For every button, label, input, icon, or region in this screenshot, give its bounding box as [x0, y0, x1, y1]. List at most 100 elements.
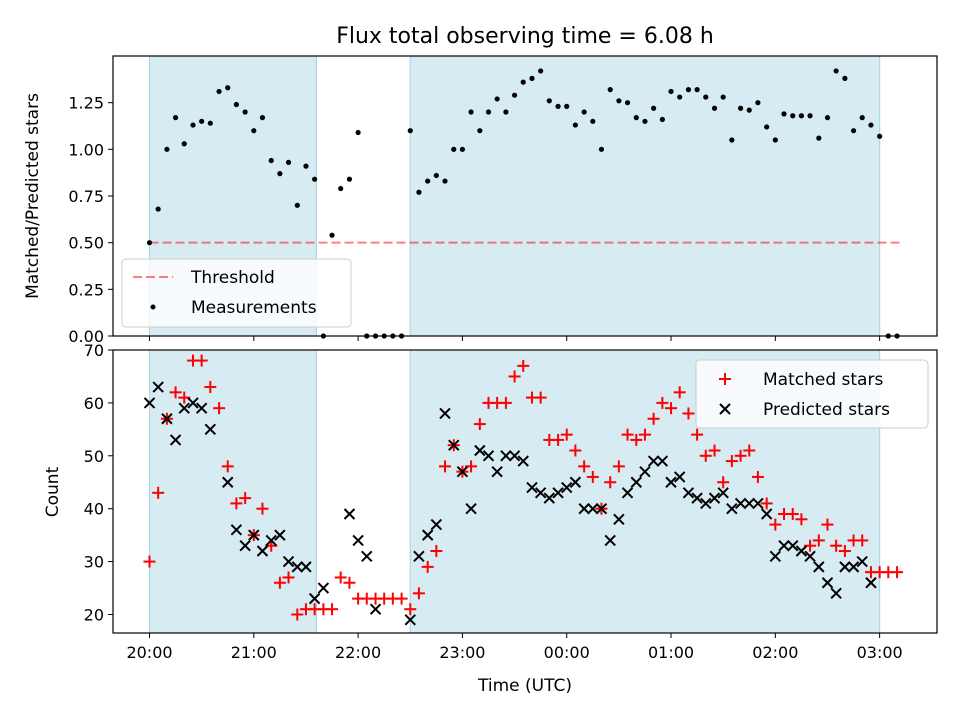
predicted-star-marker	[682, 487, 695, 499]
measurement-point	[459, 146, 466, 152]
predicted-star-marker	[647, 455, 660, 467]
predicted-marker-stroke	[673, 471, 686, 483]
matched-star-marker	[856, 534, 869, 547]
predicted-star-marker	[665, 476, 677, 488]
predicted-star-marker	[343, 508, 356, 520]
matched-stars-markers	[143, 354, 904, 621]
predicted-star-marker	[821, 577, 834, 589]
bottom-y-ticks: 20 30 40 50 60 70	[84, 341, 113, 624]
matched-star-marker	[239, 492, 252, 505]
predicted-marker-stroke	[561, 481, 573, 494]
predicted-marker-stroke	[482, 450, 495, 462]
predicted-star-marker	[630, 476, 642, 488]
bottom-x-tick-label: 22:00	[335, 643, 381, 662]
measurement-point	[329, 232, 335, 238]
matched-star-marker	[891, 566, 904, 579]
predicted-marker-stroke	[430, 518, 443, 531]
matched-star-marker	[830, 539, 843, 552]
predicted-star-marker	[595, 502, 608, 515]
predicted-star-marker	[187, 397, 199, 409]
predicted-marker-stroke	[230, 524, 243, 536]
predicted-marker-stroke	[517, 455, 529, 467]
measurement-point	[764, 124, 770, 130]
predicted-star-marker	[291, 561, 304, 573]
predicted-star-marker	[552, 487, 564, 499]
measurement-point	[807, 113, 813, 119]
predicted-marker-stroke	[361, 550, 373, 563]
predicted-marker-stroke	[804, 550, 816, 563]
predicted-marker-stroke	[421, 529, 434, 541]
measurement-point	[798, 113, 805, 119]
matched-star-marker	[621, 428, 634, 441]
measurement-point	[511, 92, 518, 98]
predicted-marker-stroke	[700, 497, 712, 510]
predicted-marker-stroke	[752, 497, 764, 510]
bottom-x-tick-label: 02:00	[752, 643, 798, 662]
predicted-star-marker	[195, 402, 208, 414]
predicted-marker-stroke	[534, 487, 547, 499]
predicted-marker-stroke	[595, 502, 608, 515]
predicted-star-marker	[430, 518, 443, 531]
measurement-point	[703, 94, 709, 100]
bottom-x-tick-label: 21:00	[231, 643, 277, 662]
bottom-y-tick-label: 40	[84, 500, 104, 519]
matched-star-marker	[421, 560, 434, 573]
predicted-star-marker	[639, 465, 651, 478]
predicted-star-marker	[308, 592, 321, 605]
measurement-point	[346, 176, 353, 182]
predicted-star-marker	[274, 529, 286, 541]
predicted-marker-stroke	[195, 402, 208, 414]
measurement-point	[538, 68, 544, 74]
predicted-star-marker	[482, 450, 495, 462]
predicted-star-marker	[465, 502, 477, 515]
predicted-star-marker	[839, 561, 851, 573]
predicted-marker-stroke	[143, 397, 156, 409]
predicted-marker-stroke	[474, 444, 486, 457]
matched-star-marker	[169, 386, 182, 399]
predicted-star-marker	[248, 529, 260, 541]
measurement-point	[555, 103, 561, 109]
matched-star-marker	[282, 571, 295, 584]
measurement-point	[694, 87, 700, 93]
measurement-point	[294, 202, 300, 208]
matched-star-marker	[612, 460, 625, 473]
predicted-marker-stroke	[630, 476, 642, 488]
bottom-x-tick-label: 03:00	[857, 643, 903, 662]
matched-star-marker	[691, 428, 704, 441]
predicted-marker-stroke	[343, 508, 356, 520]
measurement-point	[485, 109, 492, 115]
predicted-marker-stroke	[169, 434, 182, 446]
top-y-tick-label: 1.25	[68, 94, 104, 113]
predicted-marker-stroke	[543, 492, 556, 504]
matched-star-marker	[534, 391, 547, 404]
predicted-star-marker	[708, 492, 721, 504]
measurement-point	[824, 115, 831, 121]
chart-title: Flux total observing time = 6.08 h	[336, 24, 714, 49]
predicted-marker-stroke	[274, 529, 286, 541]
measurement-point	[268, 157, 274, 164]
bottom-y-tick-label: 70	[84, 341, 104, 360]
matched-star-marker	[751, 470, 764, 483]
top-y-ticks: 0.00 0.25 0.50 0.75 1.00 1.25	[68, 94, 113, 346]
matched-star-marker	[821, 518, 834, 531]
measurement-point	[564, 103, 570, 109]
predicted-star-marker	[239, 540, 251, 552]
predicted-marker-stroke	[587, 502, 599, 515]
predicted-marker-stroke	[787, 540, 799, 552]
measurement-point	[181, 141, 187, 147]
predicted-marker-stroke	[239, 540, 251, 552]
matched-star-marker	[725, 455, 738, 468]
predicted-marker-stroke	[847, 561, 860, 573]
predicted-marker-stroke	[404, 614, 416, 626]
predicted-star-marker	[352, 534, 364, 547]
matched-star-marker	[291, 608, 304, 621]
measurement-point	[164, 146, 170, 152]
top-panel: 0.00 0.25 0.50 0.75 1.00 1.25 Matched/Predict…	[23, 55, 938, 346]
matched-star-marker	[769, 518, 782, 531]
top-y-tick-label: 0.75	[68, 187, 104, 206]
predicted-star-marker	[561, 481, 573, 494]
predicted-star-marker	[613, 513, 625, 525]
measurement-point	[616, 98, 622, 104]
predicted-marker-stroke	[222, 476, 234, 488]
predicted-stars-markers	[143, 381, 877, 626]
